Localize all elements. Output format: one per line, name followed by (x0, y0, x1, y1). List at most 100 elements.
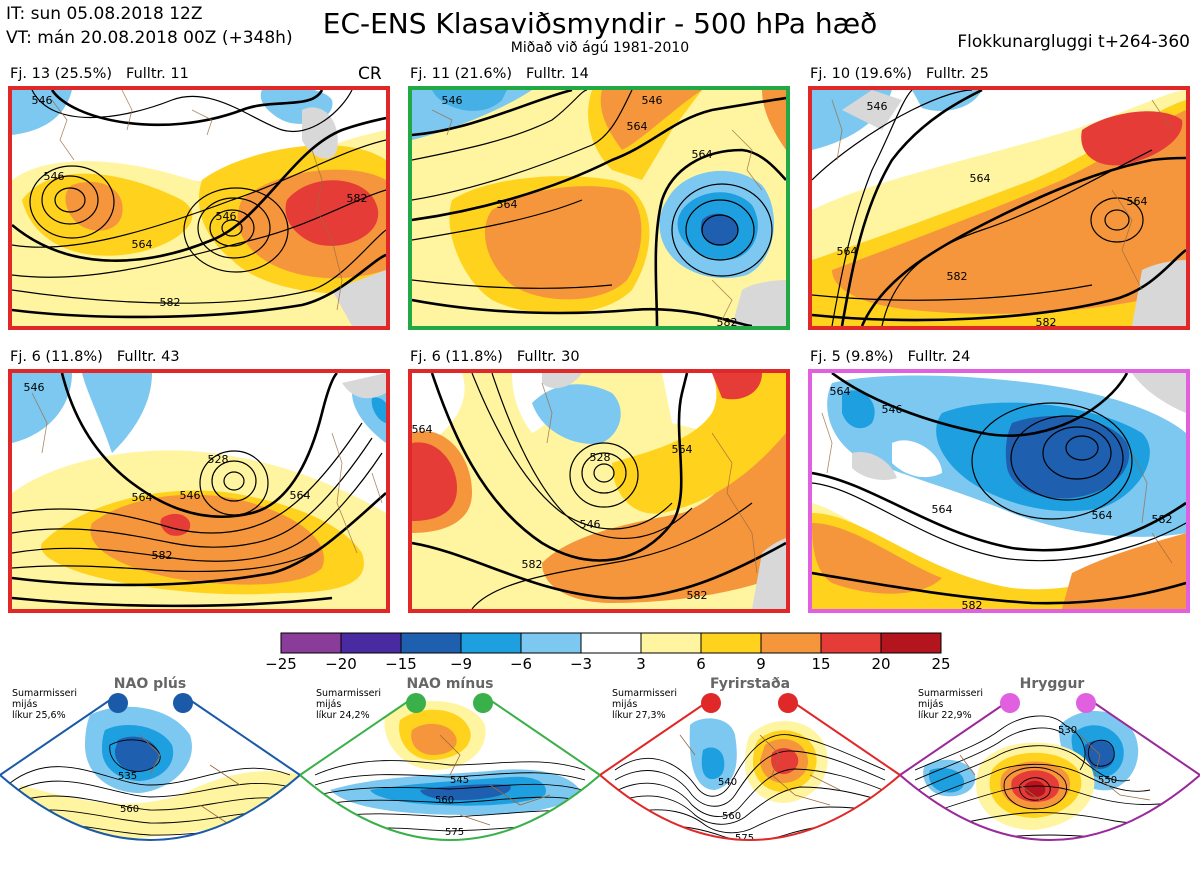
regime-label: 550 (1098, 775, 1117, 786)
contour-label: 546 (882, 403, 903, 416)
colorbar-swatch (760, 632, 822, 654)
contour-label: 582 (160, 296, 181, 309)
cluster-tag-1: CR (358, 64, 382, 84)
contour-label: 582 (687, 589, 708, 602)
contour-label: 564 (412, 423, 433, 436)
contour-label: 582 (152, 549, 173, 562)
colorbar-swatch (340, 632, 402, 654)
cluster-map-4: 546 528 564 546 582 564 (8, 369, 390, 613)
regime-info-2: Sumarmisseri mijás líkur 24,2% (316, 688, 382, 721)
contour-label: 546 (44, 170, 65, 183)
cluster-label-1: Fj. 13 (25.5%) Fulltr. 11 (10, 66, 189, 82)
colorbar-tick-label: 20 (871, 655, 891, 673)
contour-label: 546 (180, 489, 201, 502)
colorbar-swatch (700, 632, 762, 654)
regime-label: 560 (435, 795, 454, 806)
regime-label: 530 (1058, 725, 1077, 736)
contour-label: 564 (692, 148, 713, 161)
cluster-map-1: 546 546 564 582 582 546 (8, 86, 390, 330)
cluster-map-6: 564 546 564 564 582 582 (808, 369, 1190, 613)
regime-info-3: Sumarmisseri mijás líkur 27,3% (612, 688, 678, 721)
colorbar-tick-label: 15 (811, 655, 831, 673)
colorbar-tick-label: 9 (756, 655, 766, 673)
regime-label: 560 (722, 811, 741, 822)
colorbar-swatch (460, 632, 522, 654)
contour-label: 582 (962, 599, 983, 609)
cluster-label-4: Fj. 6 (11.8%) Fulltr. 43 (10, 349, 180, 365)
regime-name-1: NAO plús (113, 676, 187, 692)
colorbar-tick-label: −15 (385, 655, 417, 673)
contour-label: 564 (1127, 195, 1148, 208)
regime-name-3: Fyrirstaða (709, 676, 791, 692)
contour-label: 564 (830, 385, 851, 398)
regime-name-4: Hryggur (1019, 676, 1085, 692)
colorbar-tick-label: 25 (931, 655, 951, 673)
contour-label: 582 (347, 192, 368, 205)
regime-label: 560 (120, 804, 139, 815)
contour-label: 564 (132, 491, 153, 504)
classification-window: Flokkunargluggi t+264-360 (957, 32, 1190, 52)
cluster-map-3: 546 564 564 582 582 564 (808, 86, 1190, 330)
regime-label: 575 (735, 833, 754, 844)
contour-label: 582 (522, 558, 543, 571)
colorbar-swatch (880, 632, 942, 654)
contour-label: 564 (970, 172, 991, 185)
contour-label: 564 (1092, 509, 1113, 522)
page-subtitle: Miðað við ágú 1981-2010 (510, 40, 690, 56)
colorbar-swatch (820, 632, 882, 654)
contour-label: 528 (590, 451, 611, 464)
cluster-map-5: 564 528 564 546 582 582 (408, 369, 790, 613)
contour-label: 564 (627, 120, 648, 133)
regime-info-1: Sumarmisseri mijás líkur 25,6% (12, 688, 78, 721)
regime-info-4: Sumarmisseri mijás líkur 22,9% (918, 688, 984, 721)
cluster-label-6: Fj. 5 (9.8%) Fulltr. 24 (810, 349, 971, 365)
contour-label: 564 (290, 489, 311, 502)
colorbar-tick-label: 3 (636, 655, 646, 673)
regime-map-nao-plus: 535 560 (0, 675, 300, 871)
colorbar-swatch (280, 632, 342, 654)
valid-time: VT: mán 20.08.2018 00Z (+348h) (6, 28, 293, 48)
contour-label: 564 (497, 198, 518, 211)
contour-label: 564 (837, 245, 858, 258)
colorbar-swatch (580, 632, 642, 654)
colorbar-tick-label: −9 (449, 655, 473, 673)
regime-map-ridge: 530 550 575 (900, 675, 1200, 871)
cluster-label-2: Fj. 11 (21.6%) Fulltr. 14 (410, 66, 589, 82)
regime-label: 575 (1095, 837, 1114, 848)
colorbar (280, 632, 942, 658)
contour-label: 564 (672, 443, 693, 456)
colorbar-swatch (640, 632, 702, 654)
contour-label: 564 (932, 503, 953, 516)
regime-label: 540 (718, 777, 737, 788)
colorbar-tick-label: −25 (265, 655, 297, 673)
contour-label: 582 (717, 316, 738, 326)
contour-label: 546 (642, 94, 663, 107)
regime-label: 535 (118, 771, 137, 782)
colorbar-tick-label: 6 (696, 655, 706, 673)
regime-name-2: NAO mínus (406, 676, 494, 692)
page-title: EC-ENS Klasaviðsmyndir - 500 hPa hæð (322, 7, 878, 40)
contour-label: 546 (580, 518, 601, 531)
colorbar-tick-label: −3 (569, 655, 593, 673)
contour-label: 564 (132, 238, 153, 251)
initial-time: IT: sun 05.08.2018 12Z (6, 4, 203, 24)
regime-label: 545 (450, 775, 469, 786)
colorbar-swatch (400, 632, 462, 654)
contour-label: 546 (216, 210, 237, 223)
cluster-map-2: 546 564 564 564 582 546 (408, 86, 790, 330)
contour-label: 582 (947, 270, 968, 283)
regime-label: 575 (445, 827, 464, 838)
regime-map-nao-minus: 545 560 575 (300, 675, 600, 871)
contour-label: 546 (867, 100, 888, 113)
contour-label: 582 (1036, 316, 1057, 326)
colorbar-tick-label: −20 (325, 655, 357, 673)
colorbar-tick-label: −6 (509, 655, 533, 673)
regime-map-blocking: 540 560 575 (600, 675, 900, 871)
cluster-label-5: Fj. 6 (11.8%) Fulltr. 30 (410, 349, 580, 365)
colorbar-swatch (520, 632, 582, 654)
contour-label: 546 (24, 381, 45, 394)
cluster-label-3: Fj. 10 (19.6%) Fulltr. 25 (810, 66, 989, 82)
contour-label: 528 (208, 453, 229, 466)
contour-label: 546 (32, 94, 53, 107)
contour-label: 582 (1152, 513, 1173, 526)
